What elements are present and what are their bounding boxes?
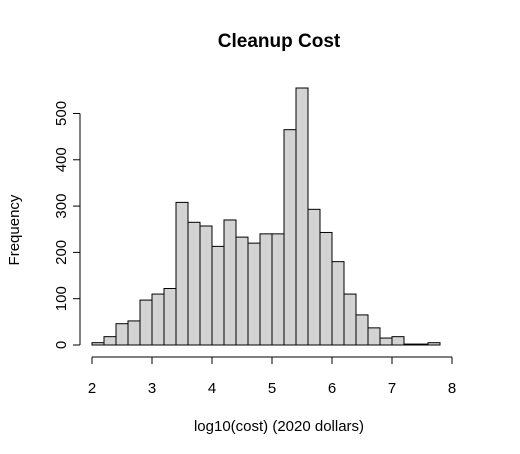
- x-axis-label: log10(cost) (2020 dollars): [194, 418, 364, 435]
- histogram-bar-13: [247, 242, 261, 346]
- histogram-bar-21: [343, 293, 357, 346]
- chart-title: Cleanup Cost: [218, 31, 341, 52]
- bars-group: [91, 87, 441, 346]
- x-tick-label-3: 3: [148, 380, 156, 397]
- y-tick-label-400: 400: [53, 147, 70, 172]
- histogram-bar-10: [211, 245, 225, 346]
- histogram-bar-24: [379, 337, 393, 346]
- x-tick-label-6: 6: [328, 380, 336, 397]
- histogram-bar-22: [355, 314, 369, 346]
- histogram-bar-2: [115, 323, 129, 346]
- y-axis-label: Frequency: [6, 194, 23, 265]
- x-tick-label-7: 7: [388, 380, 396, 397]
- y-tick-label-500: 500: [53, 101, 70, 126]
- histogram-bar-4: [139, 299, 153, 346]
- histogram-bar-11: [223, 219, 237, 346]
- histogram-bar-7: [175, 201, 189, 346]
- y-tick-label-100: 100: [53, 286, 70, 311]
- y-tick-label-300: 300: [53, 194, 70, 219]
- histogram-bar-5: [151, 293, 165, 346]
- y-axis: 0 100 200 300 400 500: [53, 101, 81, 349]
- histogram-bar-8: [187, 221, 201, 346]
- histogram-bar-17: [295, 87, 309, 346]
- histogram-bar-9: [199, 225, 213, 346]
- x-tick-label-8: 8: [448, 380, 456, 397]
- histogram-bar-12: [235, 236, 249, 346]
- histogram-bar-18: [307, 208, 321, 346]
- histogram-bar-14: [259, 233, 273, 346]
- histogram-bar-15: [271, 233, 285, 346]
- histogram-bar-1: [103, 336, 117, 346]
- histogram-bar-19: [319, 231, 333, 346]
- histogram-bar-6: [163, 288, 177, 346]
- histogram-bar-20: [331, 261, 345, 346]
- histogram-bar-16: [283, 129, 297, 346]
- y-tick-label-200: 200: [53, 240, 70, 265]
- x-tick-label-4: 4: [208, 380, 216, 397]
- histogram-bar-23: [367, 327, 381, 346]
- histogram-bar-25: [391, 336, 405, 346]
- y-tick-label-0: 0: [53, 341, 70, 349]
- x-tick-label-2: 2: [88, 380, 96, 397]
- x-tick-label-5: 5: [268, 380, 276, 397]
- x-axis: 2 3 4 5 6 7 8: [88, 356, 456, 397]
- histogram-bar-3: [127, 320, 141, 346]
